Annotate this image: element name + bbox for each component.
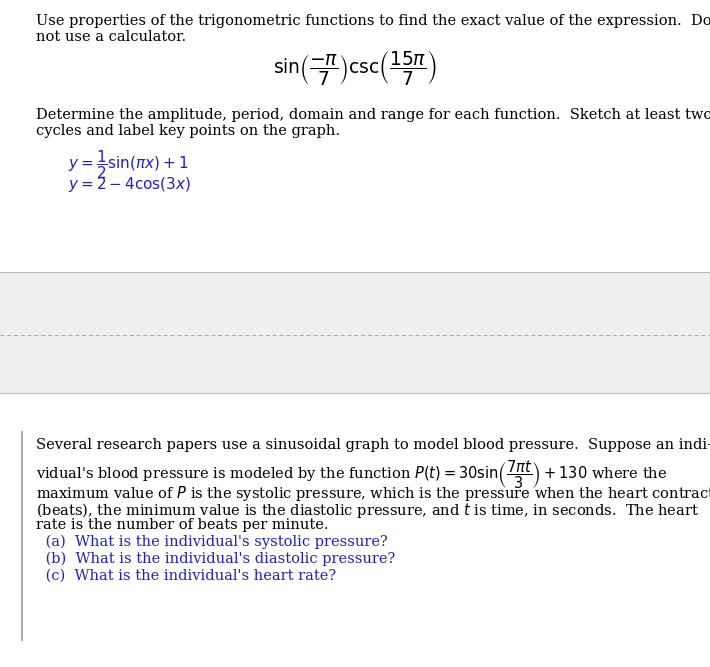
Text: rate is the number of beats per minute.: rate is the number of beats per minute.	[36, 518, 329, 532]
Text: (a)  What is the individual's systolic pressure?: (a) What is the individual's systolic pr…	[41, 535, 388, 550]
Text: Use properties of the trigonometric functions to find the exact value of the exp: Use properties of the trigonometric func…	[36, 14, 710, 28]
Text: $y = \dfrac{1}{2}\sin(\pi x) + 1$: $y = \dfrac{1}{2}\sin(\pi x) + 1$	[68, 148, 189, 181]
Text: Determine the amplitude, period, domain and range for each function.  Sketch at : Determine the amplitude, period, domain …	[36, 108, 710, 122]
Text: Several research papers use a sinusoidal graph to model blood pressure.  Suppose: Several research papers use a sinusoidal…	[36, 438, 710, 452]
Text: $y = 2 - 4\cos(3x)$: $y = 2 - 4\cos(3x)$	[68, 175, 191, 194]
Text: (beats), the minimum value is the diastolic pressure, and $t$ is time, in second: (beats), the minimum value is the diasto…	[36, 501, 699, 520]
Text: (b)  What is the individual's diastolic pressure?: (b) What is the individual's diastolic p…	[41, 552, 395, 566]
Text: vidual's blood pressure is modeled by the function $P(t) = 30\sin\!\left(\dfrac{: vidual's blood pressure is modeled by th…	[36, 458, 667, 490]
Text: (c)  What is the individual's heart rate?: (c) What is the individual's heart rate?	[41, 569, 336, 583]
Text: $\sin\!\left(\dfrac{-\pi}{7}\right)\csc\!\left(\dfrac{15\pi}{7}\right)$: $\sin\!\left(\dfrac{-\pi}{7}\right)\csc\…	[273, 48, 437, 87]
Bar	[0, 272, 710, 393]
Text: cycles and label key points on the graph.: cycles and label key points on the graph…	[36, 124, 340, 138]
Text: maximum value of $P$ is the systolic pressure, which is the pressure when the he: maximum value of $P$ is the systolic pre…	[36, 484, 710, 503]
Text: not use a calculator.: not use a calculator.	[36, 30, 186, 44]
